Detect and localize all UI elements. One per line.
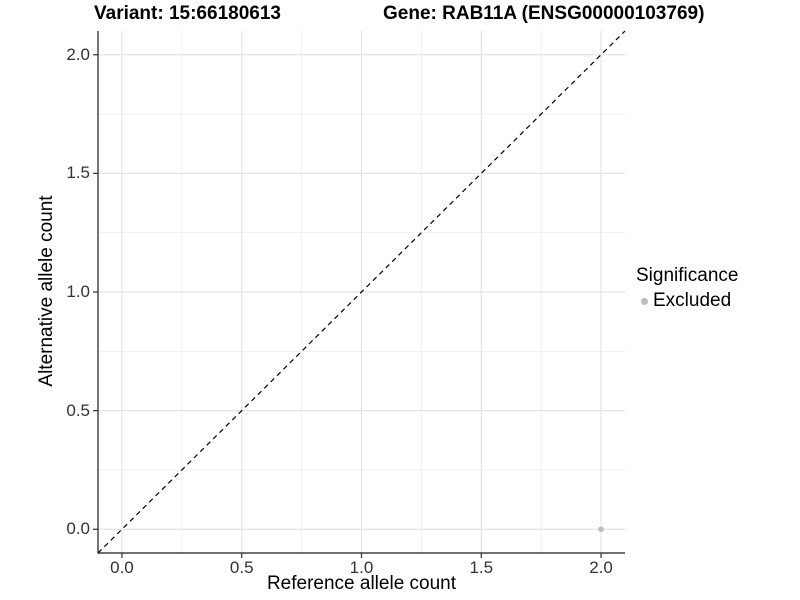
y-tick-label: 1.5 [66, 163, 90, 183]
y-axis-title: Alternative allele count [36, 195, 57, 387]
y-tick-label: 2.0 [66, 44, 90, 64]
x-tick-label: 0.5 [229, 558, 254, 577]
y-tick-label: 1.0 [66, 282, 90, 301]
legend-key-dot-icon [641, 297, 648, 305]
plot-title-gene: Gene: RAB11A (ENSG00000103769) [383, 3, 705, 24]
legend-title: Significance [636, 265, 739, 286]
x-axis-title: Reference allele count [266, 573, 457, 594]
y-tick-label: 0.0 [66, 519, 90, 539]
legend-items: Excluded [636, 290, 738, 312]
legend-item-label: Excluded [653, 290, 732, 311]
x-tick-label: 0.0 [110, 558, 134, 577]
y-tick-label: 0.5 [66, 400, 90, 420]
x-tick-label: 1.0 [349, 558, 374, 577]
legend-item: Excluded [636, 290, 738, 312]
identity-reference-line [97, 30, 626, 554]
legend: Significance Excluded [636, 265, 738, 312]
x-tick-label: 1.5 [469, 558, 494, 577]
plot-title-variant: Variant: 15:66180613 [94, 3, 281, 24]
data-point [598, 526, 604, 533]
x-tick-label: 2.0 [589, 558, 613, 577]
